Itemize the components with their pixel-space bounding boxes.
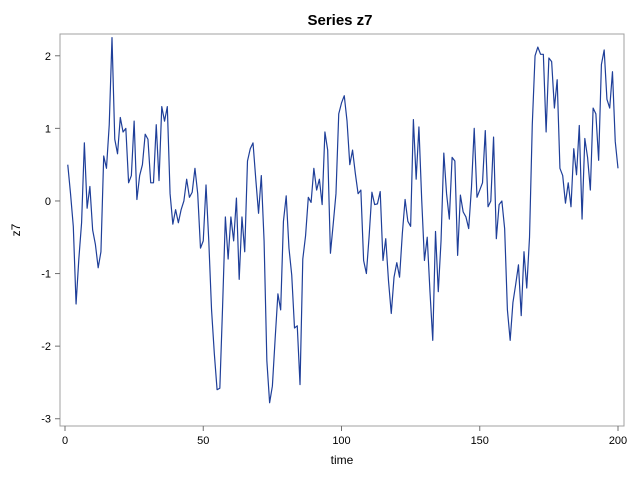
y-tick-label: -1 [41,269,51,281]
series-layer [67,37,619,404]
y-axis-ticks: -3 -2 -1 0 1 2 [41,51,60,426]
chart-title: Series z7 [307,12,372,29]
y-tick-label: 2 [45,51,51,63]
y-tick-label: 1 [45,123,51,135]
x-axis-label: time [331,453,354,467]
y-tick-label: -2 [41,341,51,353]
plot-area-frame [59,33,625,427]
series-line-z7 [67,37,619,404]
y-tick-label: -3 [41,414,51,426]
x-tick-label: 100 [332,435,350,447]
x-axis-ticks: 0 50 100 150 200 [62,426,627,447]
y-axis-label: z7 [9,223,23,236]
x-tick-label: 200 [609,435,627,447]
x-tick-label: 0 [62,435,68,447]
x-tick-label: 50 [197,435,209,447]
x-tick-label: 150 [471,435,489,447]
y-tick-label: 0 [45,196,51,208]
